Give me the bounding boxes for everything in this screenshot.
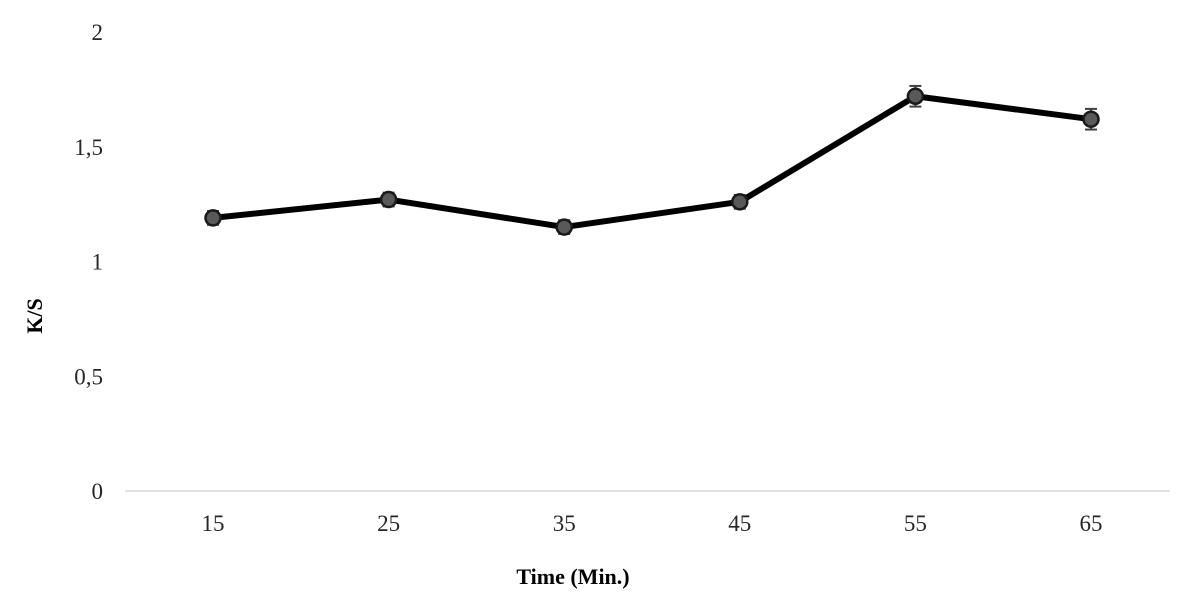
x-axis-title: Time (Min.) <box>516 564 629 589</box>
y-tick-labels: 0 0,5 1 1,5 2 <box>74 20 103 504</box>
data-point <box>555 218 573 236</box>
series-line <box>210 93 1094 231</box>
y-tick-label: 0,5 <box>74 364 103 389</box>
data-point <box>204 209 222 227</box>
x-tick-label: 25 <box>377 511 400 536</box>
y-tick-label: 2 <box>92 20 104 45</box>
data-point <box>1082 110 1100 128</box>
x-tick-label: 65 <box>1080 511 1103 536</box>
series-k-s <box>204 84 1100 236</box>
data-point <box>379 190 398 209</box>
y-tick-label: 0 <box>92 479 104 504</box>
x-tick-label: 15 <box>202 511 225 536</box>
y-axis-title: K/S <box>22 298 47 333</box>
x-tick-label: 45 <box>728 511 751 536</box>
y-tick-label: 1,5 <box>74 135 103 160</box>
data-point <box>731 193 749 211</box>
x-tick-label: 35 <box>553 511 576 536</box>
x-tick-labels: 15 25 35 45 55 65 <box>202 511 1103 536</box>
y-tick-label: 1 <box>92 250 104 275</box>
data-point <box>906 87 925 106</box>
x-tick-label: 55 <box>904 511 927 536</box>
